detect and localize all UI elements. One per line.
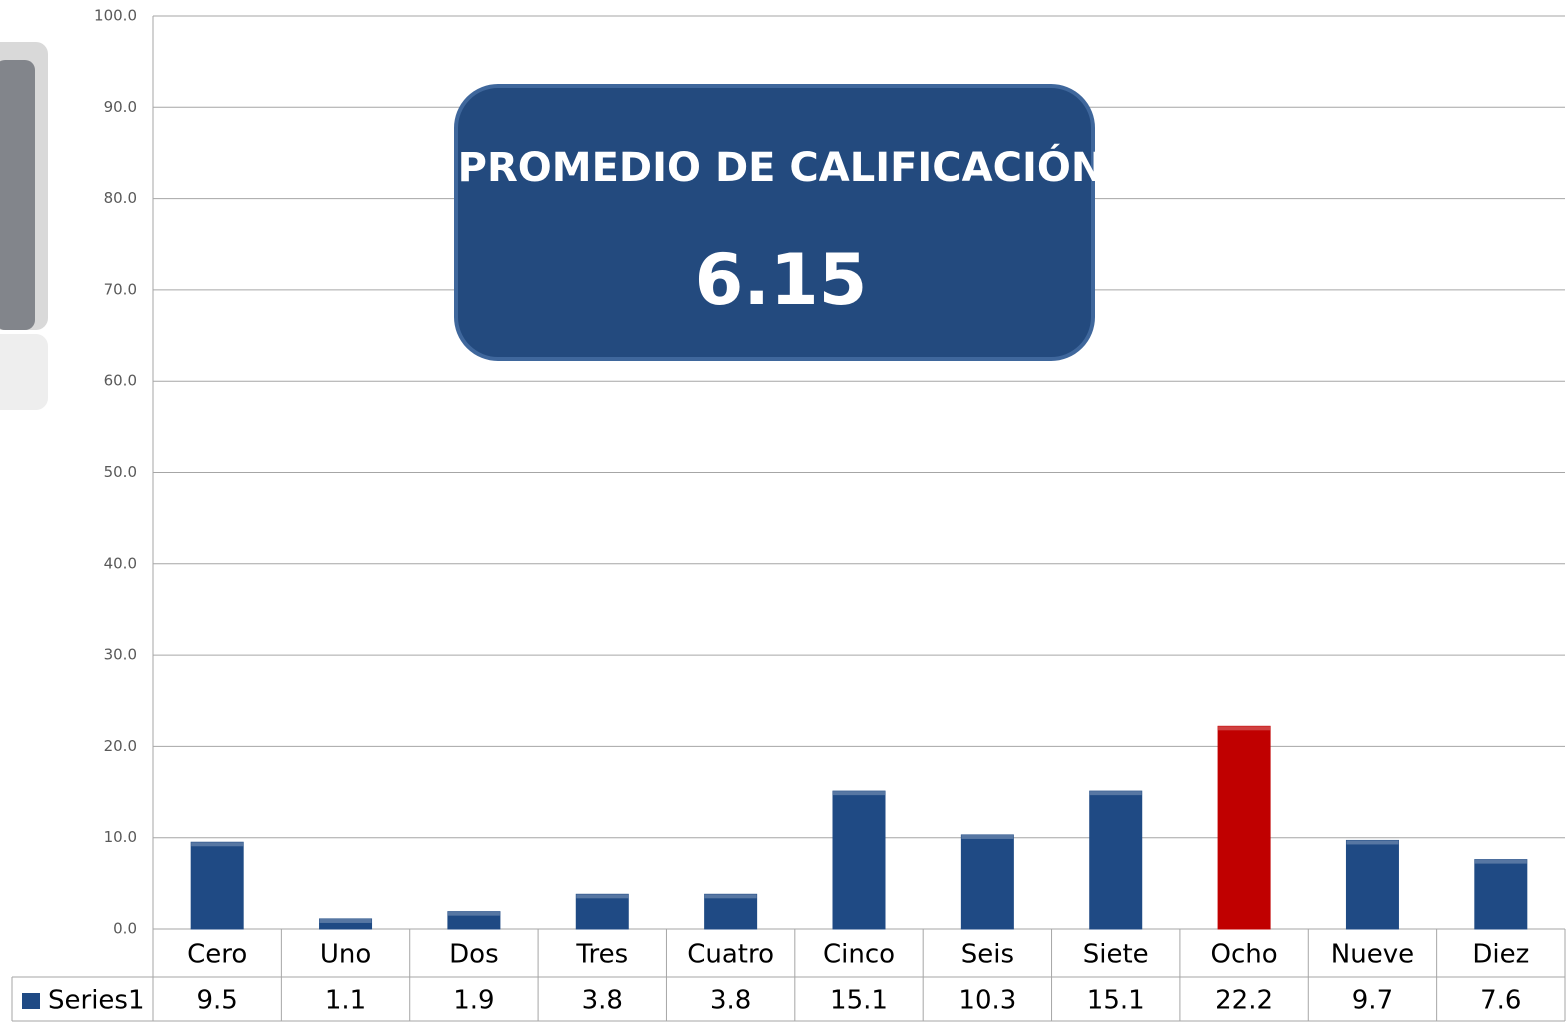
bar	[1217, 725, 1271, 930]
bar	[832, 790, 886, 930]
x-tick-label: Tres	[575, 940, 628, 970]
bar	[704, 893, 758, 930]
annotation-title: PROMEDIO DE CALIFICACIÓN	[458, 143, 1105, 191]
y-tick-label: 90.0	[104, 98, 137, 116]
x-tick-label: Dos	[449, 940, 498, 970]
legend-swatch	[22, 993, 40, 1009]
bar-highlight	[961, 834, 1014, 839]
annotation-box: PROMEDIO DE CALIFICACIÓN 6.15	[454, 84, 1105, 361]
y-tick-label: 20.0	[104, 737, 137, 755]
data-label: 3.8	[710, 986, 751, 1016]
data-label: 9.7	[1352, 986, 1393, 1016]
x-tick-label: Cinco	[823, 940, 895, 970]
y-tick-label: 50.0	[104, 463, 137, 481]
x-tick-label: Seis	[961, 940, 1014, 970]
x-tick-label: Siete	[1083, 940, 1149, 970]
y-tick-label: 0.0	[113, 920, 137, 938]
y-tick-label: 60.0	[104, 372, 137, 390]
data-label: 7.6	[1480, 986, 1521, 1016]
data-label: 1.1	[325, 986, 366, 1016]
x-tick-label: Cero	[187, 940, 247, 970]
plot: 0.0 10.0 20.0 30.0 40.0 50.0 60.0 70.0 80.0 90.0 1…	[11, 7, 1566, 1022]
bar	[319, 918, 373, 930]
x-tick-label: Nueve	[1331, 940, 1414, 970]
bar-highlight	[833, 791, 885, 796]
bar	[190, 841, 244, 930]
bar-highlight	[447, 911, 500, 916]
photo-reflection	[0, 334, 48, 410]
bar-highlight	[704, 894, 757, 899]
y-tick-label: 80.0	[104, 189, 137, 207]
data-label: 22.2	[1215, 986, 1273, 1016]
data-label: 1.9	[453, 986, 494, 1016]
bar-highlight	[1346, 840, 1399, 845]
data-label: 15.1	[830, 986, 888, 1016]
bar-highlight	[1218, 726, 1271, 731]
bar-highlight	[1474, 859, 1527, 864]
annotation-value: 6.15	[695, 239, 868, 321]
photo-figure	[0, 60, 35, 330]
bar	[447, 911, 501, 930]
bar	[1345, 839, 1399, 930]
bar	[960, 834, 1014, 930]
data-label: 10.3	[958, 986, 1016, 1016]
x-tick-label: Uno	[320, 940, 371, 970]
x-tick-label: Diez	[1472, 940, 1529, 970]
data-label: 3.8	[582, 986, 623, 1016]
y-tick-label: 70.0	[104, 280, 137, 298]
bar	[575, 893, 629, 930]
annotation-bg	[454, 84, 1095, 361]
y-tick-label: 10.0	[104, 828, 137, 846]
y-tick-label: 40.0	[104, 554, 137, 572]
bar	[1089, 790, 1143, 930]
data-label: 15.1	[1087, 986, 1145, 1016]
bar-highlight	[191, 842, 244, 847]
bar-highlight	[319, 918, 372, 923]
x-tick-label: Cuatro	[687, 940, 774, 970]
legend-label: Series1	[48, 986, 145, 1016]
bar-highlight	[576, 894, 629, 899]
x-tick-label: Ocho	[1211, 940, 1278, 970]
bar-highlight	[1089, 791, 1142, 796]
data-label: 9.5	[197, 986, 238, 1016]
bar	[1474, 859, 1528, 930]
y-tick-label: 100.0	[94, 7, 137, 25]
y-tick-label: 30.0	[104, 646, 137, 664]
